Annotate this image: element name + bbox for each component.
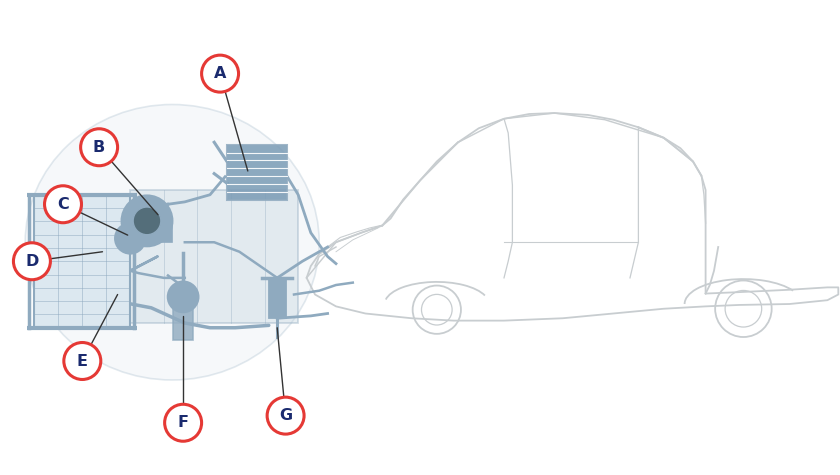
Circle shape [81,129,118,166]
Text: C: C [57,197,69,212]
Circle shape [122,196,172,246]
Bar [34,195,130,328]
Bar [173,297,193,340]
Circle shape [267,397,304,434]
Circle shape [115,223,145,254]
Circle shape [168,282,198,312]
Circle shape [64,342,101,380]
Bar [227,145,287,200]
Text: B: B [93,140,105,155]
Bar [269,278,286,318]
Ellipse shape [25,104,319,380]
Text: A: A [214,66,226,81]
Bar [134,217,172,242]
Circle shape [13,243,50,280]
Text: F: F [177,415,189,430]
Circle shape [133,207,161,235]
Bar [130,190,298,323]
Circle shape [45,186,81,223]
Text: G: G [279,408,292,423]
Circle shape [165,404,202,441]
Text: E: E [76,353,88,369]
Text: D: D [25,254,39,269]
Circle shape [202,55,239,92]
